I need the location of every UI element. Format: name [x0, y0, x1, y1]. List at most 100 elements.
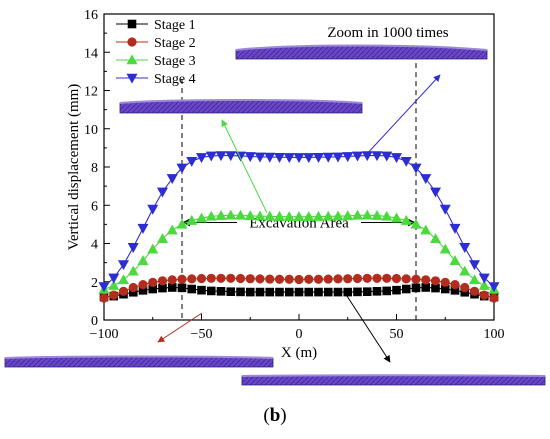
legend-label: Stage 3: [154, 54, 196, 69]
data-point: [478, 273, 490, 284]
data-point: [264, 152, 276, 163]
data-point: [128, 282, 138, 293]
series-stage-4: [98, 151, 500, 293]
data-point: [187, 284, 197, 294]
data-point: [468, 260, 481, 271]
data-point: [312, 210, 325, 221]
legend-marker: [127, 37, 137, 47]
legend-label: Stage 4: [154, 72, 196, 87]
data-point: [343, 274, 353, 284]
data-point: [206, 273, 216, 283]
data-point: [459, 265, 471, 276]
data-point: [216, 287, 226, 296]
data-point: [216, 273, 226, 283]
data-point: [108, 279, 120, 290]
mesh-inset-stage1: [241, 374, 546, 386]
data-point: [410, 218, 422, 229]
legend-label: Stage 1: [154, 18, 196, 33]
data-point: [215, 151, 227, 162]
data-point: [381, 151, 393, 162]
legend-marker: [127, 19, 137, 29]
data-point: [294, 287, 304, 297]
data-point: [254, 210, 266, 221]
data-point: [177, 274, 187, 284]
data-point: [205, 151, 217, 162]
data-point: [127, 265, 139, 276]
data-point: [118, 286, 129, 296]
y-tick-label: 8: [91, 161, 98, 176]
data-point: [391, 273, 402, 284]
data-point: [479, 290, 489, 300]
data-point: [167, 283, 177, 292]
data-point: [273, 152, 286, 163]
data-point: [186, 156, 198, 167]
data-point: [430, 276, 441, 286]
data-point: [166, 174, 178, 185]
data-point: [440, 277, 450, 287]
y-tick-label: 2: [91, 276, 98, 291]
data-point: [303, 211, 315, 222]
data-point: [157, 276, 168, 286]
data-point: [478, 279, 490, 290]
data-point: [196, 273, 207, 284]
data-point: [351, 209, 364, 220]
mesh-inset-stage2: [4, 355, 274, 368]
y-tick-label: 10: [84, 123, 98, 138]
legend-item: Stage 3: [116, 54, 196, 69]
y-tick-label: 14: [84, 46, 98, 61]
legend: Stage 1 Stage 2 Stage 3 Stage 4: [116, 18, 196, 87]
data-point: [312, 152, 325, 163]
data-point: [429, 233, 442, 244]
data-point: [156, 233, 169, 244]
data-point: [127, 243, 139, 253]
mesh-inset-stage3: [119, 99, 363, 114]
data-point: [400, 156, 412, 167]
axis-ticks: [103, 13, 495, 321]
data-point: [371, 209, 383, 220]
data-point: [245, 274, 255, 284]
data-point: [421, 275, 431, 285]
data-point: [411, 283, 421, 293]
data-point: [322, 152, 334, 163]
data-point: [459, 243, 471, 253]
data-point: [226, 287, 236, 296]
data-point: [361, 209, 373, 220]
data-point: [293, 211, 305, 222]
series-stage-2: [99, 273, 499, 303]
data-point: [138, 280, 148, 290]
data-point: [352, 273, 363, 284]
data-point: [137, 255, 149, 266]
data-point: [117, 260, 130, 271]
data-point: [283, 211, 295, 222]
data-point: [176, 218, 188, 229]
data-point: [244, 210, 256, 221]
data-point: [284, 287, 294, 297]
legend-marker: [126, 73, 138, 84]
data-point: [147, 204, 159, 215]
data-point: [176, 163, 188, 174]
x-tick-label: 0: [296, 327, 303, 342]
data-point: [264, 210, 276, 221]
data-point: [156, 187, 169, 198]
data-point: [187, 274, 197, 284]
data-point: [460, 282, 470, 293]
data-point: [313, 274, 324, 284]
data-point: [167, 275, 177, 285]
data-point: [420, 224, 432, 235]
data-point: [255, 274, 265, 284]
data-point: [205, 210, 217, 221]
stage3-callout-arrow: [221, 119, 268, 214]
data-point: [411, 274, 421, 284]
data-point: [381, 210, 393, 221]
data-point: [372, 287, 382, 296]
data-point: [333, 274, 343, 284]
data-point: [371, 151, 383, 162]
data-point: [314, 287, 323, 297]
y-tick-label: 0: [91, 314, 98, 329]
data-point: [351, 151, 364, 162]
legend-item: Stage 2: [116, 36, 196, 51]
data-point: [265, 287, 275, 297]
data-point: [98, 282, 110, 293]
x-tick-label: 100: [484, 327, 505, 342]
mesh-inset-stage4: [235, 44, 488, 60]
